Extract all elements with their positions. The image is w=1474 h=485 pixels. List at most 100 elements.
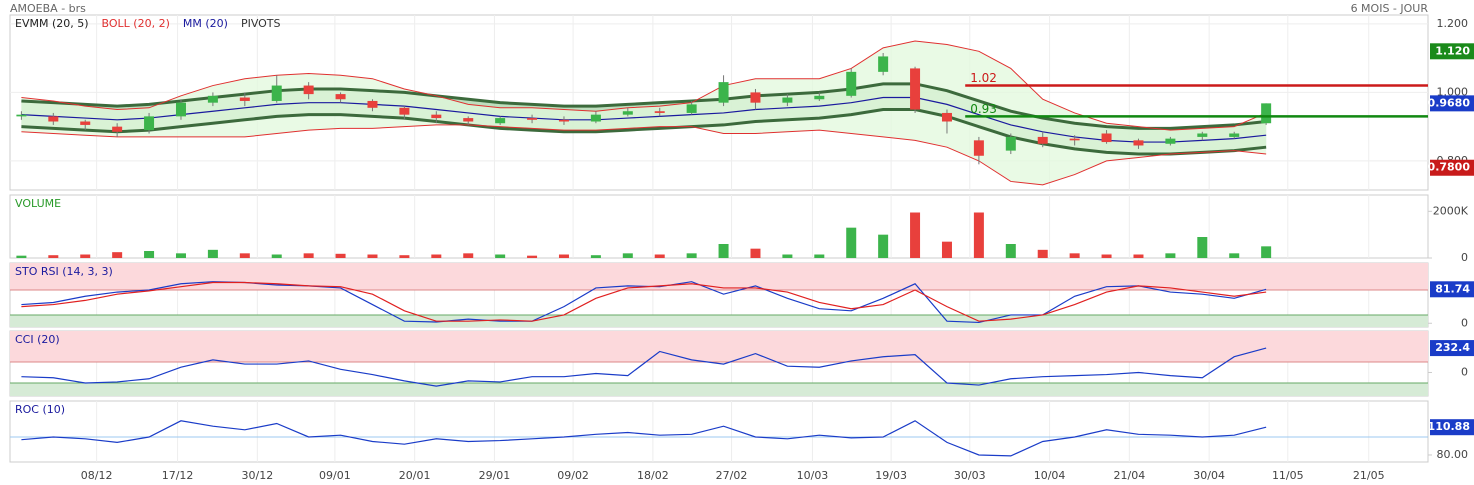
candle-body (846, 71, 857, 96)
volume-bar (399, 255, 410, 258)
last-value-label: 0.9680 (1428, 96, 1471, 109)
overbought-zone (10, 263, 1428, 291)
candle-body (622, 111, 633, 115)
volume-bar (941, 241, 952, 258)
candle-body (941, 112, 952, 122)
candle-body (495, 118, 506, 124)
candle-body (144, 116, 155, 131)
candle-body (303, 85, 314, 95)
volume-bar (814, 254, 825, 258)
candle-body (271, 85, 282, 101)
volume-bar (750, 248, 761, 258)
candle-body (48, 116, 59, 122)
candle-body (1101, 133, 1112, 143)
x-tick-label: 19/03 (875, 469, 907, 482)
candle-body (80, 121, 91, 125)
last-value-box (1430, 340, 1474, 357)
volume-bar (527, 255, 538, 258)
volume-bar (622, 253, 633, 258)
legend-entry: MM (20) (183, 17, 228, 30)
x-tick-label: 29/01 (479, 469, 511, 482)
y-tick-label: 1.000 (1437, 85, 1469, 98)
x-tick-label: 17/12 (162, 469, 194, 482)
x-tick-label: 08/12 (81, 469, 113, 482)
y-tick-label: 0 (1461, 251, 1468, 264)
x-tick-label: 30/12 (242, 469, 274, 482)
volume-bar (175, 253, 186, 258)
candle-body (1197, 133, 1208, 137)
candle-body (463, 118, 474, 122)
indicator-line (21, 347, 1267, 387)
candle-body (367, 100, 378, 108)
band-upper (21, 40, 1267, 131)
volume-bar (1229, 253, 1240, 258)
x-tick-label: 20/01 (399, 469, 431, 482)
candle-body (590, 114, 601, 122)
last-value-box (1430, 281, 1474, 298)
last-value-box (1430, 95, 1474, 112)
volume-bar (1197, 237, 1208, 258)
x-tick-label: 18/02 (637, 469, 669, 482)
volume-bar (112, 252, 123, 258)
candle-body (399, 107, 410, 115)
panel-frame (9, 400, 1429, 463)
volume-bar (431, 254, 442, 258)
candle-body (1133, 140, 1144, 146)
band-lower (21, 124, 1267, 186)
volume-bar (463, 253, 474, 258)
volume-bar (1133, 254, 1144, 258)
x-tick-label: 21/05 (1353, 469, 1385, 482)
last-value-label: 110.88 (1428, 420, 1470, 433)
page-title: AMOEBA - brs (10, 2, 86, 15)
legend-entry: EVMM (20, 5) (15, 17, 89, 30)
last-value-label: 0.7800 (1428, 161, 1471, 174)
volume-bar (271, 254, 282, 258)
volume-bar (1005, 244, 1016, 258)
volume-bar (846, 227, 857, 258)
volume-bar (335, 253, 346, 258)
last-value-label: 232.4 (1435, 341, 1470, 354)
last-value-label: 1.120 (1435, 44, 1470, 57)
y-tick-label: 2000K (1433, 204, 1469, 217)
candle-body (1037, 136, 1048, 144)
last-value-box (1430, 419, 1474, 436)
panel-title: CCI (20) (15, 333, 60, 346)
y-tick-label: 0 (1461, 316, 1468, 329)
volume-bar (80, 254, 91, 258)
volume-bar (48, 255, 59, 258)
candle-body (16, 114, 27, 117)
last-value-box (1430, 159, 1474, 176)
volume-bar (558, 254, 569, 258)
candle-body (112, 126, 123, 132)
y-tick-label: 80.00 (1437, 448, 1469, 461)
volume-bar (718, 244, 729, 258)
panel-title: STO RSI (14, 3, 3) (15, 265, 113, 278)
candle-body (239, 97, 250, 101)
volume-bar (878, 234, 889, 258)
candle-body (431, 114, 442, 119)
volume-bar (1101, 254, 1112, 258)
last-value-box (1430, 43, 1474, 60)
candle-body (1261, 103, 1272, 124)
candle-body (1165, 138, 1176, 144)
candle-body (175, 102, 186, 117)
volume-bar (1165, 253, 1176, 258)
candle-body (878, 56, 889, 72)
candle-body (1229, 133, 1240, 137)
volume-bar (1261, 246, 1272, 258)
volume-bar (144, 251, 155, 258)
legend-entry: BOLL (20, 2) (102, 17, 170, 30)
candle-body (910, 68, 921, 110)
volume-bar (910, 212, 921, 258)
pivot-label: 0.93 (970, 102, 997, 116)
x-tick-label: 30/03 (954, 469, 986, 482)
volume-bar (239, 253, 250, 258)
indicator-line (21, 420, 1267, 457)
candle-body (207, 95, 218, 103)
y-tick-label: 1.200 (1437, 17, 1469, 30)
x-tick-label: 30/04 (1193, 469, 1225, 482)
volume-bar (16, 255, 27, 258)
volume-bar (654, 254, 665, 258)
volume-bar (495, 254, 506, 258)
volume-bar (1069, 253, 1080, 258)
